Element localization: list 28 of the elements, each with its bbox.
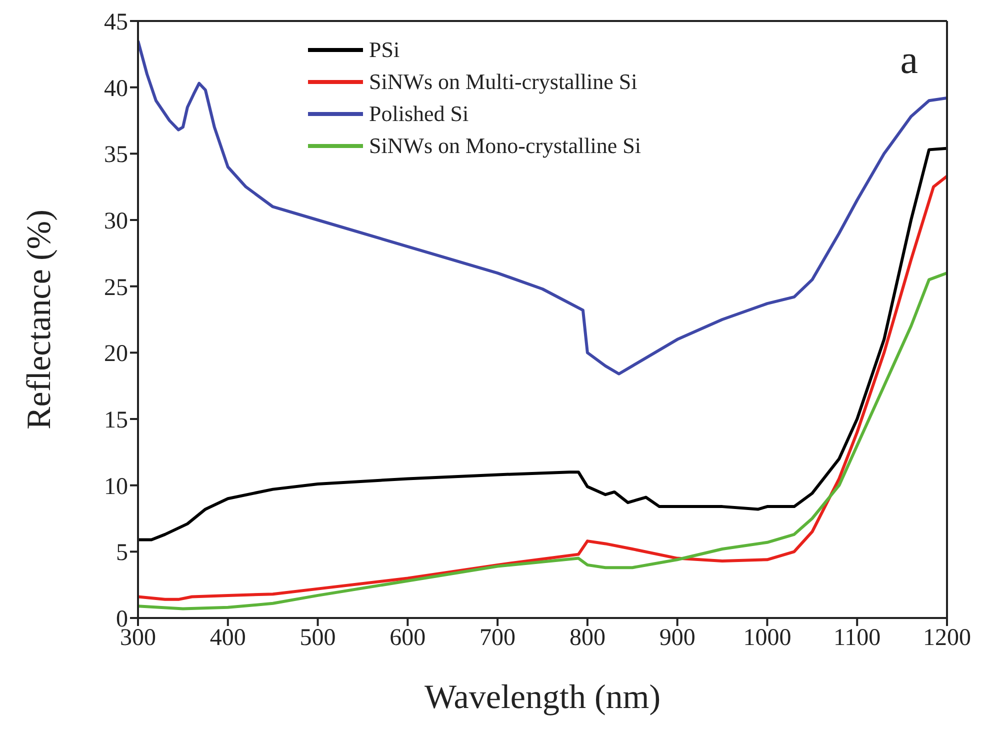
y-tick-label: 5 (116, 540, 128, 566)
x-tick-label: 500 (300, 625, 336, 652)
x-tick-label: 700 (480, 625, 516, 652)
legend-label: PSi (369, 36, 400, 64)
legend-label: Polished Si (369, 100, 469, 128)
line-series (138, 272, 947, 610)
line-series (138, 39, 947, 376)
legend-label: SiNWs on Mono-crystalline Si (369, 132, 641, 160)
x-tick-label: 400 (210, 625, 246, 652)
x-tick-label: 800 (569, 625, 606, 652)
y-tick-label: 45 (104, 10, 128, 36)
y-tick-label: 30 (104, 208, 128, 235)
y-tick-label: 25 (104, 274, 128, 301)
y-axis-title: Reflectance (%) (21, 210, 58, 430)
x-tick-label: 1000 (743, 625, 792, 652)
x-axis-title: Wavelength (nm) (424, 679, 661, 716)
y-tick-label: 10 (104, 474, 128, 500)
x-tick-label: 900 (659, 625, 696, 652)
y-tick-label: 40 (104, 76, 128, 102)
legend-label: SiNWs on Multi-crystalline Si (369, 68, 638, 96)
x-tick-label: 1200 (923, 625, 971, 652)
annotation: a (900, 36, 918, 83)
y-tick-label: 20 (104, 341, 128, 368)
y-tick-label: 35 (104, 142, 128, 168)
line-series (138, 174, 947, 601)
x-tick-label: 600 (390, 625, 426, 652)
y-tick-label: 15 (104, 408, 128, 434)
x-tick-label: 1100 (834, 625, 881, 652)
